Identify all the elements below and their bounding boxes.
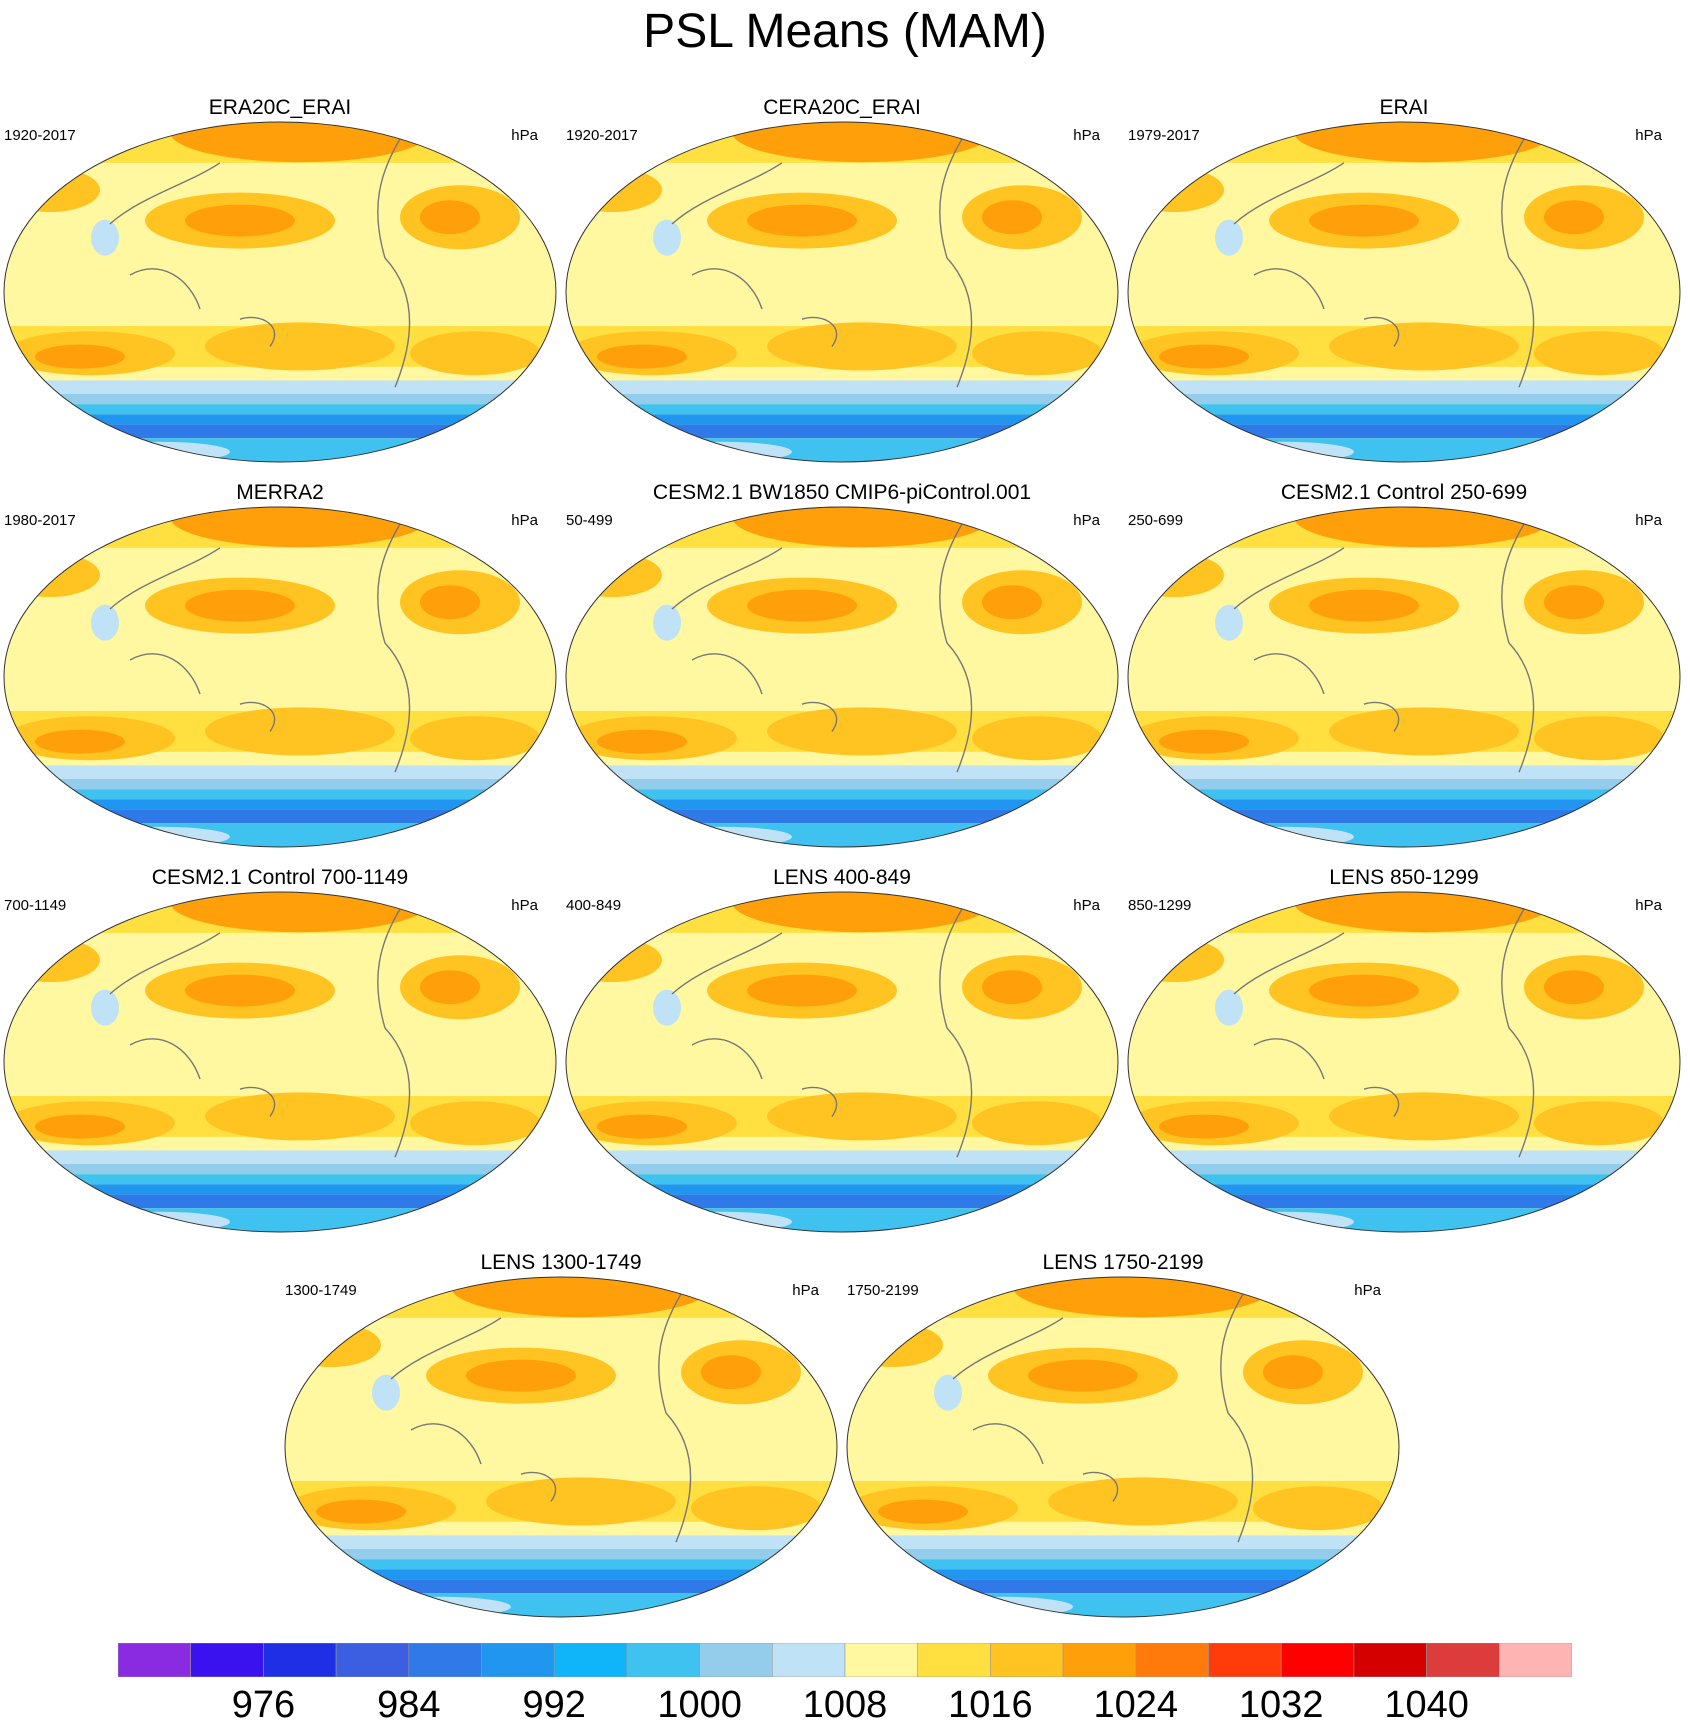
panel-units: hPa [1073,127,1100,144]
map-panel: LENS 1300-1749 1300-1749 hPa [281,1250,841,1630]
psl-map [565,506,1119,848]
main-title: PSL Means (MAM) [643,5,1047,58]
colorbar [118,1643,1572,1677]
colorbar-swatch [844,1643,918,1677]
map-panel: MERRA2 1980-2017 hPa [0,480,560,860]
psl-map [284,1276,838,1618]
panel-period: 1980-2017 [4,512,76,529]
psl-map [3,891,557,1233]
colorbar-swatch [771,1643,846,1677]
map-panel: LENS 1750-2199 1750-2199 hPa [843,1250,1403,1630]
colorbar-swatch [699,1643,773,1677]
colorbar-swatch [1426,1643,1500,1677]
panel-period: 850-1299 [1128,897,1192,914]
colorbar-swatch [335,1643,410,1677]
colorbar-swatch [1353,1643,1427,1677]
panel-units: hPa [1635,512,1662,529]
colorbar-swatch [190,1643,264,1677]
psl-map [565,891,1119,1233]
panel-units: hPa [1073,512,1100,529]
panel-title: LENS 850-1299 [1329,866,1479,889]
panel-units: hPa [792,1282,819,1299]
panel-period: 1920-2017 [4,127,76,144]
map-panel: ERA20C_ERAI 1920-2017 hPa [0,95,560,475]
panel-units: hPa [1635,897,1662,914]
panel-title: LENS 1300-1749 [480,1251,642,1274]
colorbar-swatch [626,1643,700,1677]
panel-title: CERA20C_ERAI [763,96,921,119]
panel-units: hPa [511,897,538,914]
colorbar-swatch [481,1643,555,1677]
colorbar-label: 984 [377,1684,441,1726]
panel-period: 1920-2017 [566,127,638,144]
panel-title: ERAI [1379,96,1429,119]
colorbar-label: 1024 [1093,1684,1179,1726]
panel-title: CESM2.1 BW1850 CMIP6-piControl.001 [652,481,1032,504]
colorbar-swatch [1062,1643,1137,1677]
map-panel: CERA20C_ERAI 1920-2017 hPa [562,95,1122,475]
colorbar-label: 1000 [657,1684,742,1726]
panel-period: 1750-2199 [847,1282,919,1299]
map-panel: LENS 400-849 400-849 hPa [562,865,1122,1245]
panel-title: ERA20C_ERAI [208,96,352,119]
panel-units: hPa [1073,897,1100,914]
psl-map [846,1276,1400,1618]
panel-units: hPa [1354,1282,1381,1299]
map-panel: ERAI 1979-2017 hPa [1124,95,1684,475]
colorbar-swatch [990,1643,1064,1677]
colorbar-labels: 976 984 992 1000 1008 1016 1024 1032 1040 [0,1686,1690,1726]
colorbar-label: 992 [522,1684,586,1726]
panel-units: hPa [511,127,538,144]
colorbar-swatch [1208,1643,1282,1677]
map-panel: CESM2.1 Control 250-699 250-699 hPa [1124,480,1684,860]
panel-title: LENS 1750-2199 [1042,1251,1204,1274]
colorbar-swatch [118,1643,191,1677]
panel-period: 700-1149 [4,897,67,914]
colorbar-swatch [917,1643,991,1677]
psl-map [565,121,1119,463]
colorbar-label: 1032 [1238,1684,1324,1726]
panel-period: 1300-1749 [285,1282,357,1299]
psl-map [1127,891,1681,1233]
panel-units: hPa [511,512,538,529]
colorbar-label: 1016 [948,1684,1033,1726]
panel-period: 400-849 [566,897,622,914]
map-panel: CESM2.1 Control 700-1149 700-1149 hPa [0,865,560,1245]
panel-title: CESM2.1 Control 250-699 [1280,481,1528,504]
map-panel: CESM2.1 BW1850 CMIP6-piControl.001 50-499… [562,480,1122,860]
panel-period: 50-499 [566,512,613,529]
colorbar-swatch [263,1643,337,1677]
psl-map [3,121,557,463]
colorbar-swatch [1280,1643,1355,1677]
colorbar-swatch [408,1643,482,1677]
psl-map [1127,506,1681,848]
panel-period: 250-699 [1128,512,1184,529]
colorbar-swatch [1135,1643,1209,1677]
panel-title: MERRA2 [236,481,324,504]
panel-period: 1979-2017 [1128,127,1200,144]
psl-map [1127,121,1681,463]
colorbar-label: 976 [231,1684,296,1726]
psl-map [3,506,557,848]
colorbar-label: 1008 [802,1684,888,1726]
colorbar-label: 1040 [1384,1684,1469,1726]
panel-title: LENS 400-849 [773,866,911,889]
colorbar-swatch [1499,1643,1572,1677]
colorbar-swatch [553,1643,628,1677]
panel-units: hPa [1635,127,1662,144]
panel-title: CESM2.1 Control 700-1149 [151,866,409,889]
map-panel: LENS 850-1299 850-1299 hPa [1124,865,1684,1245]
